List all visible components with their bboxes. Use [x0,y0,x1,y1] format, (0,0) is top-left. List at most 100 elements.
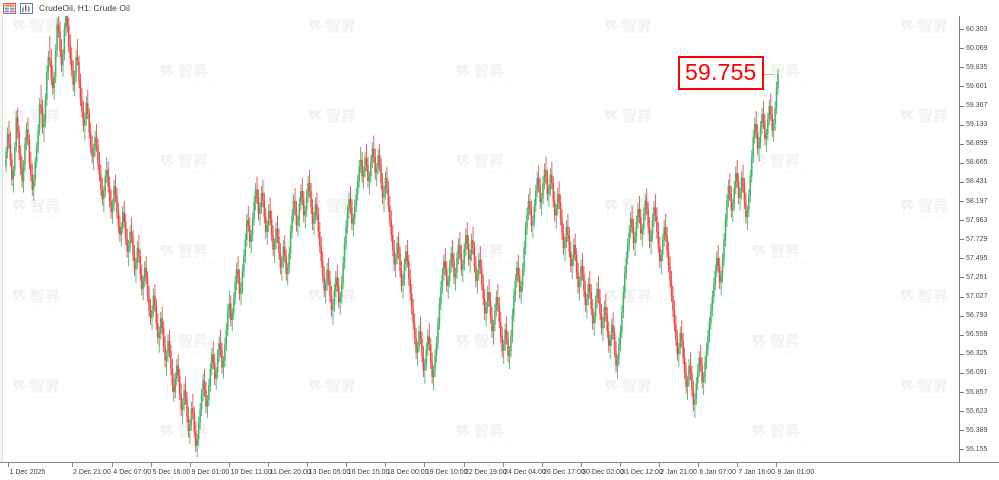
candle-body [35,146,38,162]
price-axis-tick [960,29,964,31]
candle-body [387,187,390,206]
candle-body [457,244,460,258]
time-axis[interactable]: 1 Dec 2025 2 Dec 21:00 4 Dec 07:00 5 Dec 16… [0,462,999,480]
candle-wick [433,365,435,391]
candle-body [679,333,682,348]
candle-body [581,266,584,275]
candle-body [683,357,686,373]
price-axis[interactable]: 60.53760.30360.06959.83559.60159.36759.1… [959,0,999,462]
candle-body [165,355,168,361]
candle-body [724,220,727,240]
candle-wick [564,236,566,262]
candle-body [63,29,66,54]
candle-wick [493,319,494,345]
candle-body [424,364,426,371]
candle-body [402,279,404,286]
candle-body [313,217,315,224]
candle-body [429,344,432,363]
candle-wick [571,254,573,280]
candle-body [174,378,177,392]
candle-body [764,122,766,139]
candle-body [710,310,712,324]
candle-body [133,254,136,270]
candle-wick [602,316,604,342]
candle-body [609,339,611,347]
price-axis-label: 55.857 [966,388,988,396]
candle-body [435,342,438,356]
candle-body [203,380,206,391]
chart-title: CrudeOil, H1: Crude Oil [39,3,130,13]
candle-body [616,359,619,366]
candle-body [663,226,665,240]
price-axis-label: 56.091 [966,369,988,377]
candle-body [302,199,305,216]
candle-body [386,177,388,188]
candle-wick [455,267,456,291]
candle-body [746,210,749,218]
candle-wick [634,231,636,257]
time-axis-tick [463,463,465,467]
candle-body [102,191,105,200]
candle-body [607,331,610,347]
time-axis-tick [346,463,348,467]
candle-body [279,253,282,268]
candle-body [461,264,464,270]
candle-body [583,274,585,291]
candle-body [638,208,641,218]
price-axis-label: 57.027 [966,293,988,300]
candle-body [333,290,336,306]
candle-body [612,324,614,334]
candle-body [117,212,120,227]
candle-body [578,280,581,288]
candle-body [542,182,544,198]
candle-body [539,186,541,203]
candle-body [95,137,98,146]
candle-body [635,222,638,237]
candle-body [126,238,128,252]
candle-body [40,104,42,108]
candle-body [276,228,279,237]
candle-body [642,213,645,229]
time-axis-tick [71,463,73,467]
candle-body [647,208,649,227]
candle-wick [368,171,370,195]
candle-body [603,306,606,322]
last-price-callout: 59.755 [678,56,764,90]
candle-body [593,316,595,324]
candle-body [559,202,562,219]
candle-body [444,261,447,270]
chart-icon[interactable] [20,2,33,14]
candle-body [426,336,429,350]
candle-body [323,275,325,291]
candle-body [295,208,298,226]
candle-body [486,292,489,307]
price-axis-tick [960,143,964,145]
time-axis-tick [658,463,660,467]
time-axis-label: 7 Jan 16:00 [738,469,775,476]
candle-body [138,248,140,257]
candle-body [367,164,369,182]
candle-wick [694,393,696,418]
candle-wick [732,199,734,223]
candle-body [378,155,381,165]
candle-body [209,368,212,386]
candle-body [186,398,188,417]
data-window-icon[interactable] [3,2,16,14]
candle-body [301,191,304,200]
candle-body [432,370,435,378]
candle-body [151,310,153,319]
candle-body [104,176,107,191]
candle-body [549,174,552,190]
candle-body [621,311,623,332]
candle-body [250,235,252,242]
candle-body [545,169,547,178]
candle-wick [131,217,132,244]
candle-body [510,336,512,351]
candle-body [526,213,528,229]
candle-body [177,365,179,376]
candle-body [51,78,54,89]
candle-body [216,355,219,373]
price-axis-label: 60.069 [966,44,988,52]
candle-body [345,226,347,244]
